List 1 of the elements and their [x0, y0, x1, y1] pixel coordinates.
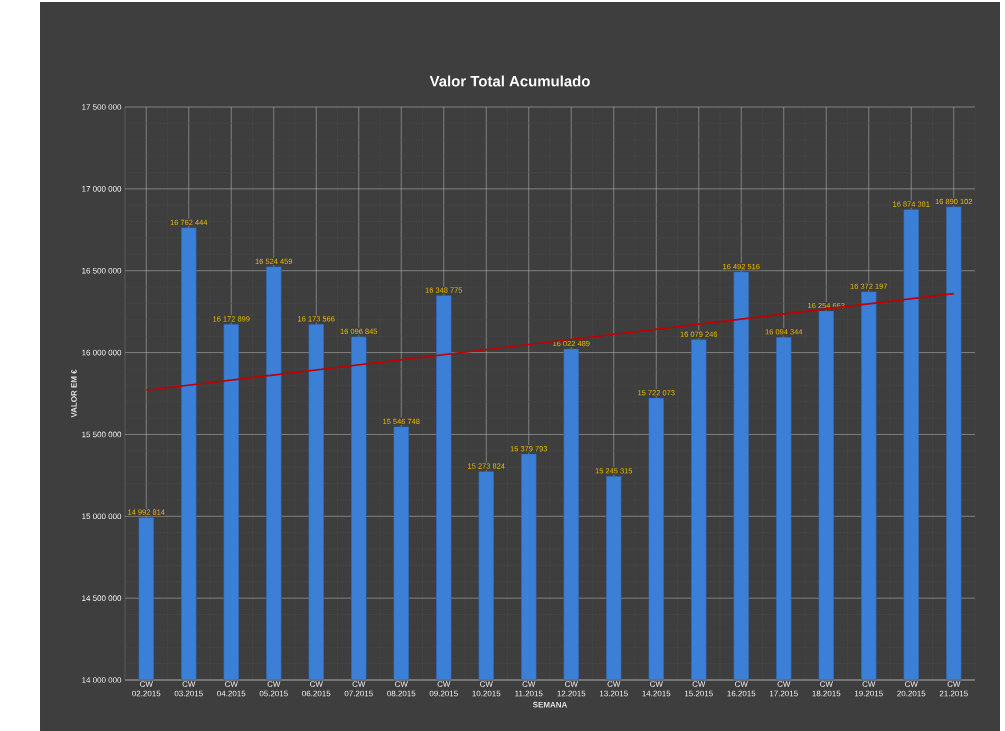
chart-title: Valor Total Acumulado: [429, 75, 590, 87]
